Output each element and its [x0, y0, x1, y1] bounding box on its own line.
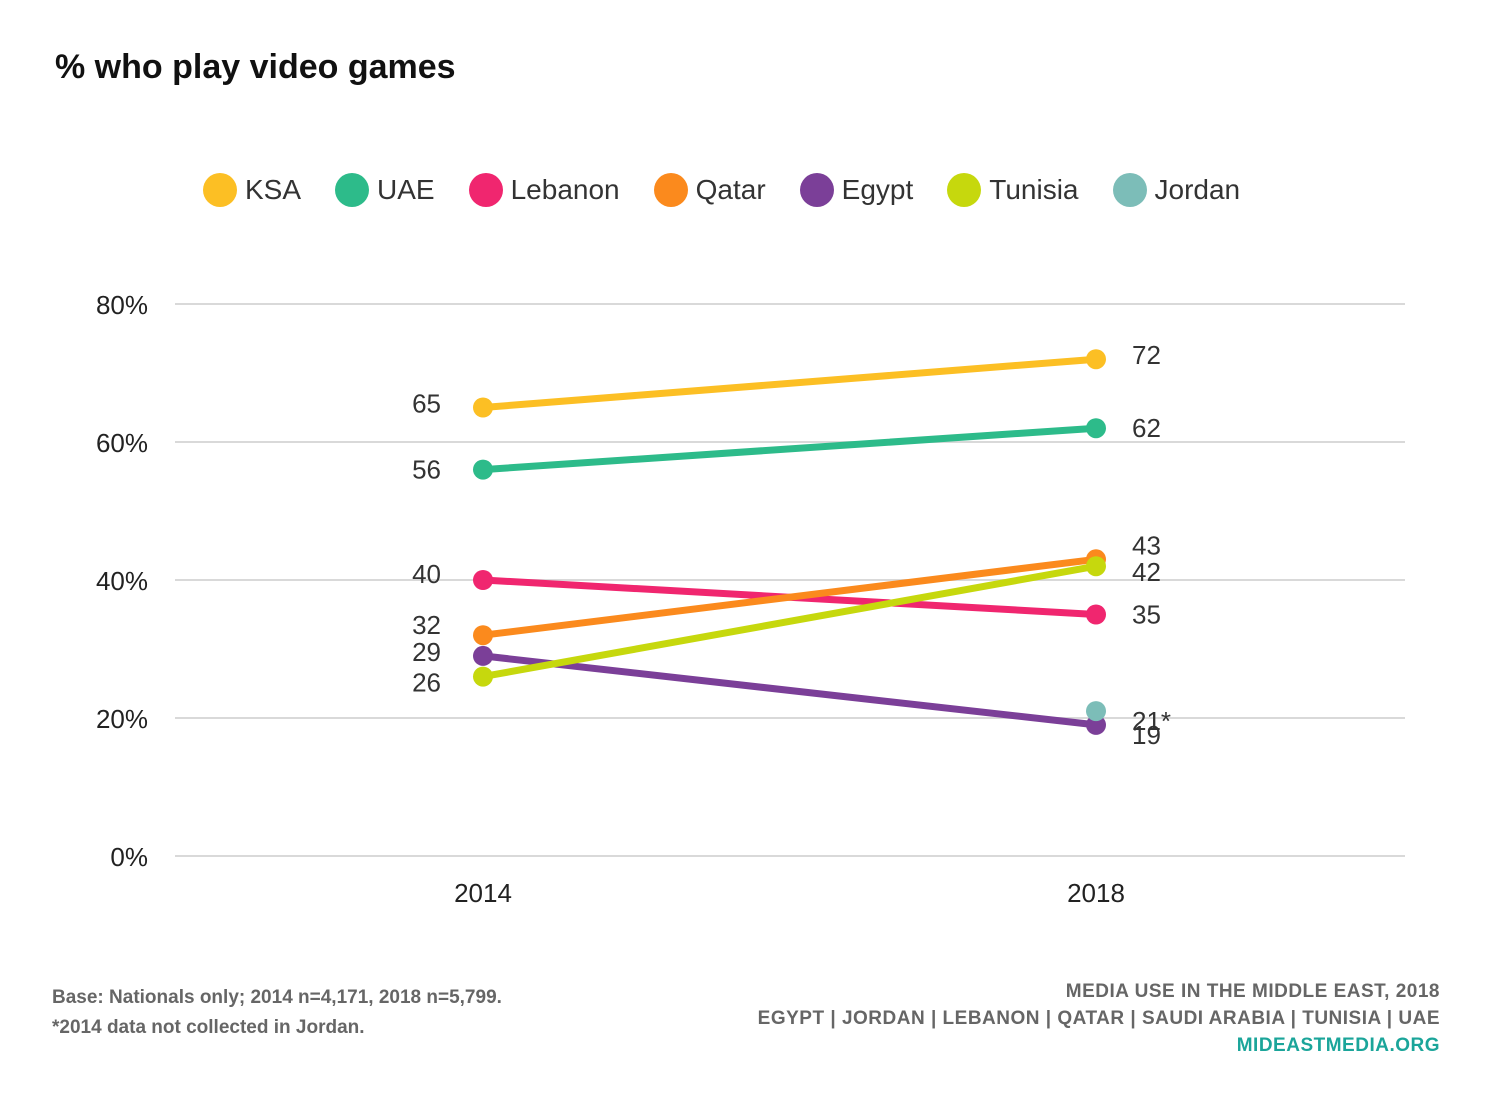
data-label-egypt-2018: 19 — [1132, 720, 1161, 750]
data-point-tunisia-2018 — [1086, 556, 1106, 577]
data-label-tunisia-2014: 26 — [412, 668, 441, 698]
legend-label: Qatar — [695, 174, 766, 205]
legend-item-jordan: Jordan — [1112, 173, 1241, 207]
data-point-lebanon-2018 — [1086, 604, 1106, 625]
data-point-ksa-2018 — [1086, 349, 1106, 370]
x-tick-label: 2018 — [1067, 878, 1125, 908]
legend-swatch — [203, 173, 237, 207]
chart-legend: KSA UAE Lebanon Qatar Egypt Tunisia Jordan — [203, 170, 1274, 210]
footer-source: MEDIA USE IN THE MIDDLE EAST, 2018 EGYPT… — [758, 978, 1440, 1059]
legend-item-egypt: Egypt — [799, 173, 914, 207]
data-label-egypt-2014: 29 — [412, 637, 441, 667]
series-line-ksa — [479, 355, 1100, 411]
legend-label: Jordan — [1154, 174, 1241, 205]
data-point-ksa-2014 — [473, 397, 493, 418]
y-tick-label: 60% — [96, 428, 148, 458]
legend-swatch — [799, 173, 834, 207]
data-point-uae-2018 — [1086, 418, 1106, 439]
legend-swatch — [947, 173, 982, 207]
legend-label: Egypt — [841, 174, 914, 205]
series-line-qatar — [479, 555, 1100, 639]
series-line-uae — [479, 424, 1100, 474]
y-tick-label: 0% — [110, 842, 148, 872]
legend-label: UAE — [377, 174, 435, 205]
data-label-jordan-2018: 21* — [1132, 706, 1171, 736]
data-label-lebanon-2014: 40 — [412, 559, 441, 589]
legend-swatch — [468, 173, 503, 207]
jordan-note: *2014 data not collected in Jordan. — [52, 1017, 365, 1038]
legend-swatch — [335, 173, 370, 207]
data-point-qatar-2014 — [473, 625, 493, 646]
data-point-egypt-2014 — [473, 645, 493, 666]
legend-swatch — [1112, 173, 1147, 207]
data-label-ksa-2014: 65 — [412, 389, 441, 419]
series-layer — [473, 349, 1106, 735]
y-tick-label: 20% — [96, 704, 148, 734]
data-label-qatar-2018: 43 — [1132, 530, 1161, 560]
data-label-ksa-2018: 72 — [1132, 340, 1161, 370]
data-label-lebanon-2018: 35 — [1132, 600, 1161, 630]
data-label-qatar-2014: 32 — [412, 610, 441, 640]
data-label-tunisia-2018: 42 — [1132, 557, 1161, 587]
data-point-lebanon-2014 — [473, 570, 493, 590]
legend-item-tunisia: Tunisia — [947, 173, 1079, 207]
data-point-tunisia-2014 — [473, 666, 493, 687]
data-label-uae-2014: 56 — [412, 455, 441, 485]
legend-item-qatar: Qatar — [653, 173, 766, 207]
legend-item-ksa: KSA — [203, 173, 301, 207]
series-line-egypt — [479, 652, 1100, 729]
series-line-tunisia — [479, 562, 1100, 681]
y-tick-label: 80% — [96, 290, 148, 320]
legend-label: Tunisia — [989, 174, 1079, 205]
data-label-uae-2018: 62 — [1132, 413, 1161, 443]
data-point-egypt-2018 — [1086, 714, 1106, 735]
website-link[interactable]: MIDEASTMEDIA.ORG — [1236, 1035, 1440, 1056]
report-title: MEDIA USE IN THE MIDDLE EAST, 2018 — [1065, 981, 1440, 1002]
country-list: EGYPT | JORDAN | LEBANON | QATAR | SAUDI… — [757, 1008, 1440, 1029]
data-point-uae-2014 — [473, 459, 493, 480]
base-note: Base: Nationals only; 2014 n=4,171, 2018… — [52, 987, 502, 1008]
legend-item-uae: UAE — [335, 173, 435, 207]
legend-swatch — [653, 173, 688, 207]
data-point-jordan-2018 — [1086, 701, 1106, 722]
chart-title: % who play video games — [55, 48, 456, 86]
y-tick-label: 40% — [96, 566, 148, 596]
grid-layer: 0% 20% 40% 60% 80% 2014 2018 — [96, 290, 1405, 908]
label-layer: 65 72 56 62 40 35 32 43 29 19 26 42 21* — [412, 340, 1171, 750]
legend-label: Lebanon — [510, 174, 620, 205]
x-tick-label: 2014 — [454, 878, 512, 908]
footer-notes: Base: Nationals only; 2014 n=4,171, 2018… — [52, 983, 502, 1043]
legend-label: KSA — [245, 174, 302, 205]
legend-item-lebanon: Lebanon — [468, 173, 620, 207]
